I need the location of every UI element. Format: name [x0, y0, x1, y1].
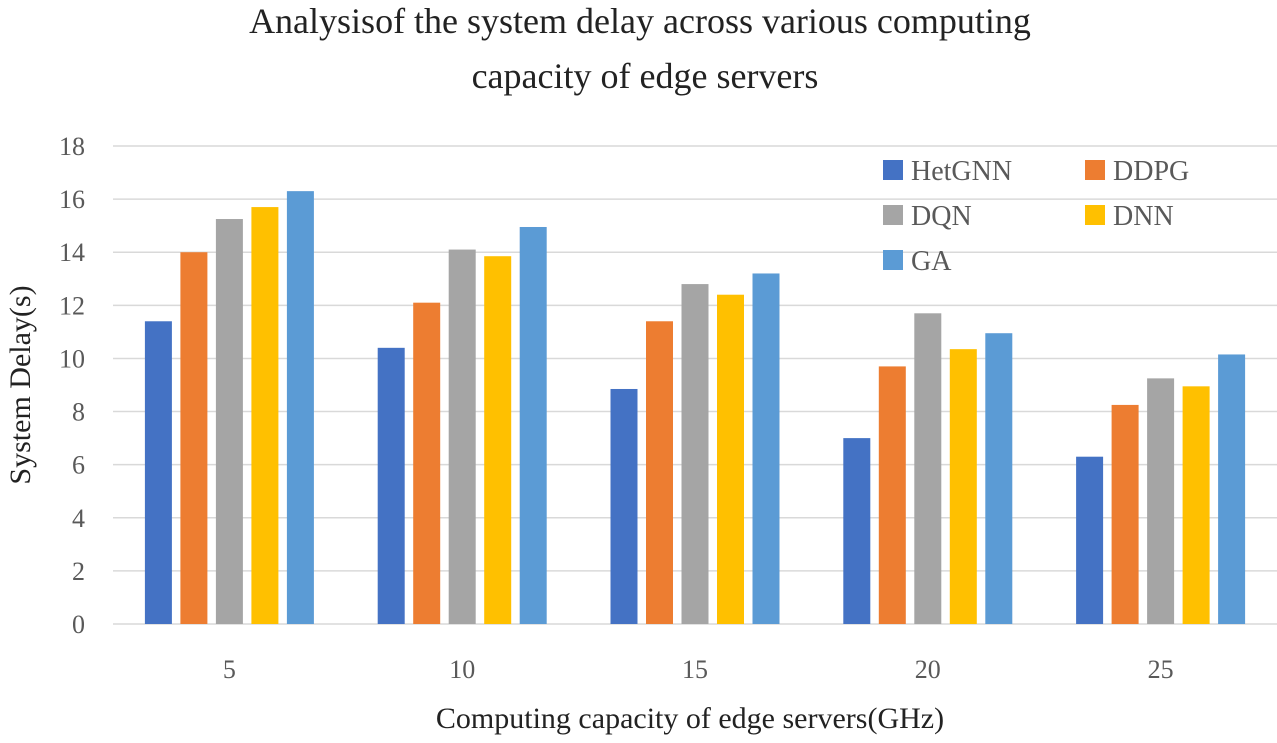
- legend-item-dqn: DQN: [883, 201, 972, 232]
- y-tick-label: 6: [72, 451, 85, 480]
- bar-dnn-25: [1182, 386, 1210, 624]
- chart-title-line-1: Analysisof the system delay across vario…: [249, 1, 1031, 41]
- y-axis-ticks: 0 2 4 6 8 10 12 14 16 18: [59, 132, 85, 639]
- bar-ga-15: [752, 273, 780, 624]
- legend-label: DNN: [1113, 201, 1174, 232]
- legend: HetGNN DDPG DQN DNN GA: [883, 156, 1189, 277]
- legend-label: GA: [911, 246, 952, 277]
- bar-dnn-5: [251, 207, 279, 625]
- y-tick-label: 16: [59, 185, 85, 214]
- x-tick-label: 5: [223, 655, 236, 684]
- legend-swatch: [883, 250, 903, 270]
- bar-ga-10: [519, 226, 547, 624]
- y-tick-label: 2: [72, 557, 85, 586]
- x-tick-label: 20: [915, 655, 941, 684]
- legend-swatch: [883, 205, 903, 225]
- legend-swatch: [1085, 160, 1105, 180]
- bar-dqn-5: [215, 219, 243, 624]
- y-tick-label: 12: [59, 291, 85, 320]
- x-tick-label: 25: [1148, 655, 1174, 684]
- bar-ddpg-20: [878, 366, 906, 624]
- y-tick-label: 10: [59, 344, 85, 373]
- y-tick-label: 18: [59, 132, 85, 161]
- bar-dqn-25: [1147, 378, 1175, 624]
- legend-item-ga: GA: [883, 246, 952, 277]
- bar-ga-20: [985, 333, 1013, 624]
- legend-swatch: [1085, 205, 1105, 225]
- bar-hetgnn-25: [1076, 456, 1104, 624]
- x-tick-label: 10: [449, 655, 475, 684]
- y-tick-label: 4: [72, 504, 85, 533]
- y-tick-label: 0: [72, 610, 85, 639]
- bar-hetgnn-15: [610, 388, 638, 624]
- bar-dnn-10: [484, 256, 512, 624]
- legend-swatch: [883, 160, 903, 180]
- bar-dqn-10: [448, 249, 476, 625]
- bar-ddpg-25: [1111, 404, 1139, 624]
- bar-hetgnn-5: [144, 321, 172, 624]
- x-axis-ticks: 5 10 15 20 25: [223, 655, 1174, 684]
- legend-label: HetGNN: [911, 156, 1012, 187]
- bar-ddpg-10: [413, 302, 441, 624]
- legend-item-dnn: DNN: [1085, 201, 1174, 232]
- bar-ga-25: [1218, 354, 1246, 624]
- bar-ga-5: [286, 191, 314, 624]
- legend-label: DDPG: [1113, 156, 1189, 187]
- bar-ddpg-15: [646, 321, 673, 624]
- bar-ddpg-5: [180, 252, 208, 624]
- x-tick-label: 15: [682, 655, 708, 684]
- bars: [144, 191, 1246, 625]
- legend-item-hetgnn: HetGNN: [883, 156, 1012, 187]
- legend-label: DQN: [911, 201, 972, 232]
- bar-dqn-15: [681, 284, 709, 624]
- bar-hetgnn-20: [843, 438, 871, 624]
- legend-item-ddpg: DDPG: [1085, 156, 1189, 187]
- bar-dnn-20: [949, 349, 977, 624]
- bar-dqn-20: [914, 313, 942, 624]
- y-axis-label: System Delay(s): [4, 285, 37, 484]
- y-tick-label: 8: [72, 398, 85, 427]
- bar-hetgnn-10: [377, 347, 405, 624]
- chart-title-line-2: capacity of edge servers: [472, 56, 819, 96]
- y-tick-label: 14: [59, 238, 85, 267]
- x-axis-label: Computing capacity of edge servers(GHz): [436, 702, 944, 735]
- bar-dnn-15: [717, 294, 744, 624]
